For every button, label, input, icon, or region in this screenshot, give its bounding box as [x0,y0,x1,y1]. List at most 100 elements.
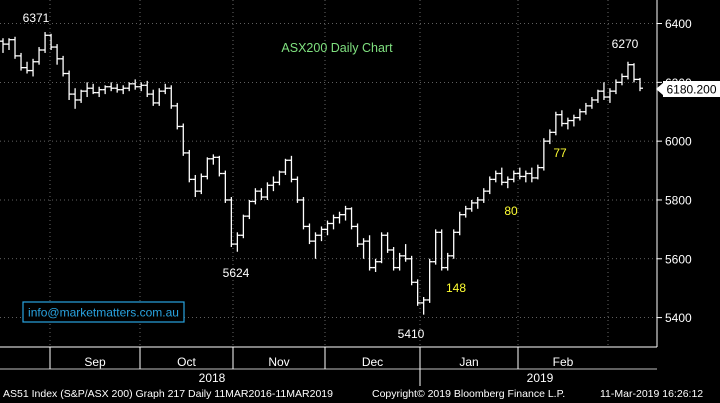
price-bar-74 [444,252,451,271]
price-bar-21 [126,82,133,92]
price-bar-9 [54,44,61,65]
price-bar-24 [144,80,151,98]
price-bar-3 [18,52,25,71]
footer-bar: AS51 Index (S&P/ASX 200) Graph 217 Daily… [0,386,720,403]
price-bar-23 [138,82,145,92]
price-bar-80 [480,188,487,203]
price-bar-37 [222,170,229,203]
price-bar-99 [594,89,601,103]
price-bar-47 [282,158,289,175]
y-tick-label-6400: 6400 [665,17,692,31]
year-label-2019: 2019 [527,371,554,385]
price-bar-6 [36,47,43,65]
price-bar-44 [264,182,271,200]
footer-left: AS51 Index (S&P/ASX 200) Graph 217 Daily… [3,388,333,400]
price-bar-98 [588,97,595,109]
watermark-text: info@marketmatters.com.au [28,306,179,320]
footer-right: 11-Mar-2019 16:26:12 [600,388,704,400]
price-bar-28 [168,85,175,109]
y-tick-label-5600: 5600 [665,252,692,266]
price-bar-94 [564,117,571,130]
price-bar-30 [180,123,187,156]
price-bar-91 [546,129,553,145]
price-bar-8 [48,33,55,50]
price-bar-93 [558,110,565,127]
price-bar-70 [420,297,427,315]
price-bar-103 [618,73,625,86]
price-bar-60 [360,238,367,259]
price-bar-51 [306,223,313,245]
price-bar-90 [540,138,547,171]
price-bar-15 [90,83,97,95]
price-bar-19 [114,83,121,93]
last-price-pointer [656,83,663,95]
price-bar-104 [624,61,631,80]
price-bar-63 [378,232,385,264]
price-bar-29 [174,102,181,130]
footer-center: Copyright© 2019 Bloomberg Finance L.P. [372,388,566,400]
price-bar-59 [354,223,361,248]
price-bar-89 [534,164,541,180]
price-bar-11 [66,70,73,100]
price-bar-41 [246,199,253,220]
last-price-label: 6180.200 [666,83,716,97]
price-bar-87 [522,170,529,183]
price-bar-52 [312,232,319,259]
grid-lines [0,0,657,347]
price-bar-71 [426,258,433,303]
price-bar-86 [516,167,523,180]
x-axis: Sep Oct Nov Dec Jan Feb 2018 2019 [0,346,657,386]
price-bar-61 [366,235,373,271]
price-bar-96 [576,108,583,121]
price-bar-66 [396,252,403,271]
price-bar-69 [414,279,421,306]
price-bar-12 [72,88,79,109]
price-bar-58 [348,207,355,230]
price-bar-34 [204,157,211,180]
price-bar-16 [96,86,103,98]
price-bar-31 [186,149,193,183]
y-axis: 540056005800600062006400 [656,0,692,347]
chart-title: ASX200 Daily Chart [281,41,393,55]
price-bar-106 [637,77,643,92]
price-bar-76 [456,211,463,236]
price-bar-32 [192,174,199,198]
price-bar-82 [492,170,499,183]
month-label-feb: Feb [553,355,574,369]
y-tick-label-6000: 6000 [665,135,692,149]
annotation-148: 148 [446,281,466,295]
price-bar-105 [630,63,637,83]
month-label-jan: Jan [459,355,478,369]
price-bar-65 [390,247,397,271]
price-bar-72 [432,229,439,265]
price-bar-95 [570,114,577,127]
price-bar-92 [552,111,559,136]
price-bar-97 [582,102,589,115]
price-bar-62 [372,258,379,273]
price-bar-27 [162,83,169,95]
price-bar-67 [402,244,409,262]
price-bar-42 [252,188,259,205]
price-bar-40 [240,214,247,239]
price-bar-100 [600,82,607,100]
price-bar-64 [384,232,391,253]
price-bar-0 [0,38,6,53]
price-bar-73 [438,229,445,271]
annotation-77: 77 [553,146,567,160]
price-bar-55 [330,214,337,230]
annotation-low-5410: 5410 [398,327,425,341]
month-label-oct: Oct [177,355,196,369]
price-bar-18 [108,82,115,92]
price-chart: 540056005800600062006400 SepOctNovDecJan… [0,0,720,386]
price-bar-7 [42,32,49,53]
price-bar-39 [234,232,241,252]
price-bar-54 [324,220,331,236]
price-bar-53 [318,226,325,242]
annotation-80: 80 [504,204,518,218]
price-bar-50 [300,197,307,230]
annotation-high-6270: 6270 [612,37,639,51]
year-label-2018: 2018 [199,371,226,385]
y-tick-label-5800: 5800 [665,193,692,207]
price-bar-101 [606,88,613,103]
